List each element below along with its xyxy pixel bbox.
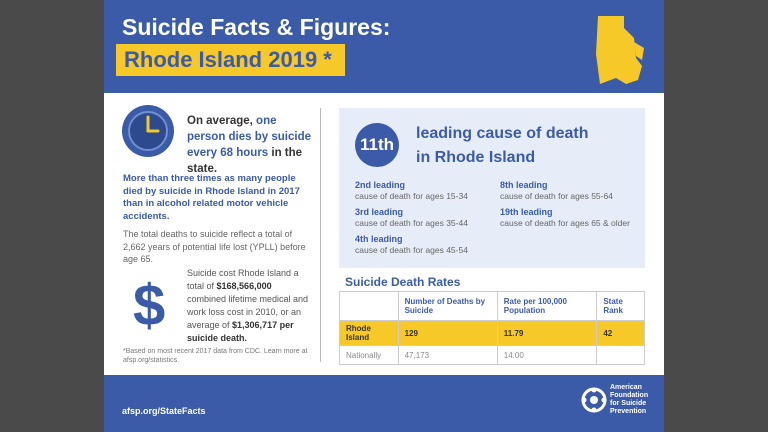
text: per suicide death.: [187, 320, 294, 343]
cause: 4th leading cause of death for ages 45-54: [355, 234, 495, 256]
highlight: one person dies by suicide every 68 hour…: [187, 115, 311, 159]
cause-desc: cause of death for ages 15-34: [355, 191, 468, 201]
footer-url[interactable]: afsp.org/StateFacts: [122, 406, 206, 416]
rates-table: Number of Deaths by Suicide Rate per 100…: [339, 291, 645, 365]
stat-hours: On average, one person dies by suicide e…: [187, 113, 312, 177]
stat-cost: Suicide cost Rhode Island a total of $16…: [187, 267, 312, 345]
header-cell: State Rank: [596, 291, 645, 321]
cause-rank: 19th leading: [500, 207, 553, 217]
stat-ypll: The total deaths to suicide reflect a to…: [123, 229, 306, 264]
subtitle: Rhode Island 2019 *: [124, 47, 332, 72]
cause: 3rd leading cause of death for ages 35-44: [355, 207, 495, 229]
cell: 11.79: [496, 320, 598, 346]
stat-comparison: More than three times as many people die…: [123, 173, 300, 222]
clock-icon: [122, 105, 174, 157]
org-line: for Suicide: [610, 400, 647, 407]
title: Suicide Facts & Figures:: [122, 14, 391, 40]
header-cell: [339, 291, 399, 321]
text: On average,: [187, 115, 257, 127]
org-line: Prevention: [610, 408, 647, 415]
cell: 47,173: [397, 345, 498, 365]
highlight: $1,306,717: [232, 320, 278, 330]
heading-line: in Rhode Island: [416, 149, 536, 166]
rank-heading: leading cause of death in Rhode Island: [416, 122, 588, 170]
footer-band: [104, 375, 664, 432]
row: Rhode Island 129 11.79 42: [339, 320, 645, 346]
cause-desc: cause of death for ages 45-54: [355, 245, 468, 255]
dollar-icon: $: [133, 273, 166, 338]
subtitle-box: [116, 44, 345, 76]
footnote: *Based on most recent 2017 data from CDC…: [123, 348, 308, 364]
text: in the state.: [187, 147, 303, 175]
state-icon: [596, 16, 644, 84]
text: combined lifetime medical and work loss …: [187, 294, 309, 330]
cause-rank: 8th leading: [500, 180, 548, 190]
highlight: $168,566,000: [216, 281, 272, 291]
cell: Rhode Island: [339, 320, 399, 346]
table-title: Suicide Death Rates: [345, 275, 461, 289]
cause-desc: cause of death for ages 35-44: [355, 218, 468, 228]
cell: 42: [596, 320, 645, 346]
org-name: American Foundation for Suicide Prevention: [610, 384, 648, 416]
org-logo: [581, 387, 607, 413]
cause: 19th leading cause of death for ages 65 &…: [500, 207, 640, 229]
cause-rank: 2nd leading: [355, 180, 406, 190]
cause-rank: 3rd leading: [355, 207, 404, 217]
row: Nationally 47,173 14.00: [339, 345, 645, 365]
rank-badge: 11th: [355, 123, 399, 167]
cell: 129: [397, 320, 498, 346]
header-cell: Rate per 100,000 Population: [496, 291, 598, 321]
org-line: Foundation: [610, 392, 649, 399]
cause-desc: cause of death for ages 65 & older: [500, 218, 630, 228]
text: Suicide cost Rhode Island a total of: [187, 268, 299, 291]
header-row: Number of Deaths by Suicide Rate per 100…: [339, 291, 645, 321]
cause: 2nd leading cause of death for ages 15-34: [355, 180, 495, 202]
heading-line: leading cause of death: [416, 125, 589, 142]
header-cell: Number of Deaths by Suicide: [397, 291, 498, 321]
cell: 14.00: [496, 345, 598, 365]
cause: 8th leading cause of death for ages 55-64: [500, 180, 640, 202]
cause-rank: 4th leading: [355, 234, 403, 244]
divider: [320, 108, 321, 362]
cause-desc: cause of death for ages 55-64: [500, 191, 613, 201]
org-line: American: [610, 384, 642, 391]
cell: Nationally: [339, 345, 399, 365]
cell: [596, 345, 645, 365]
